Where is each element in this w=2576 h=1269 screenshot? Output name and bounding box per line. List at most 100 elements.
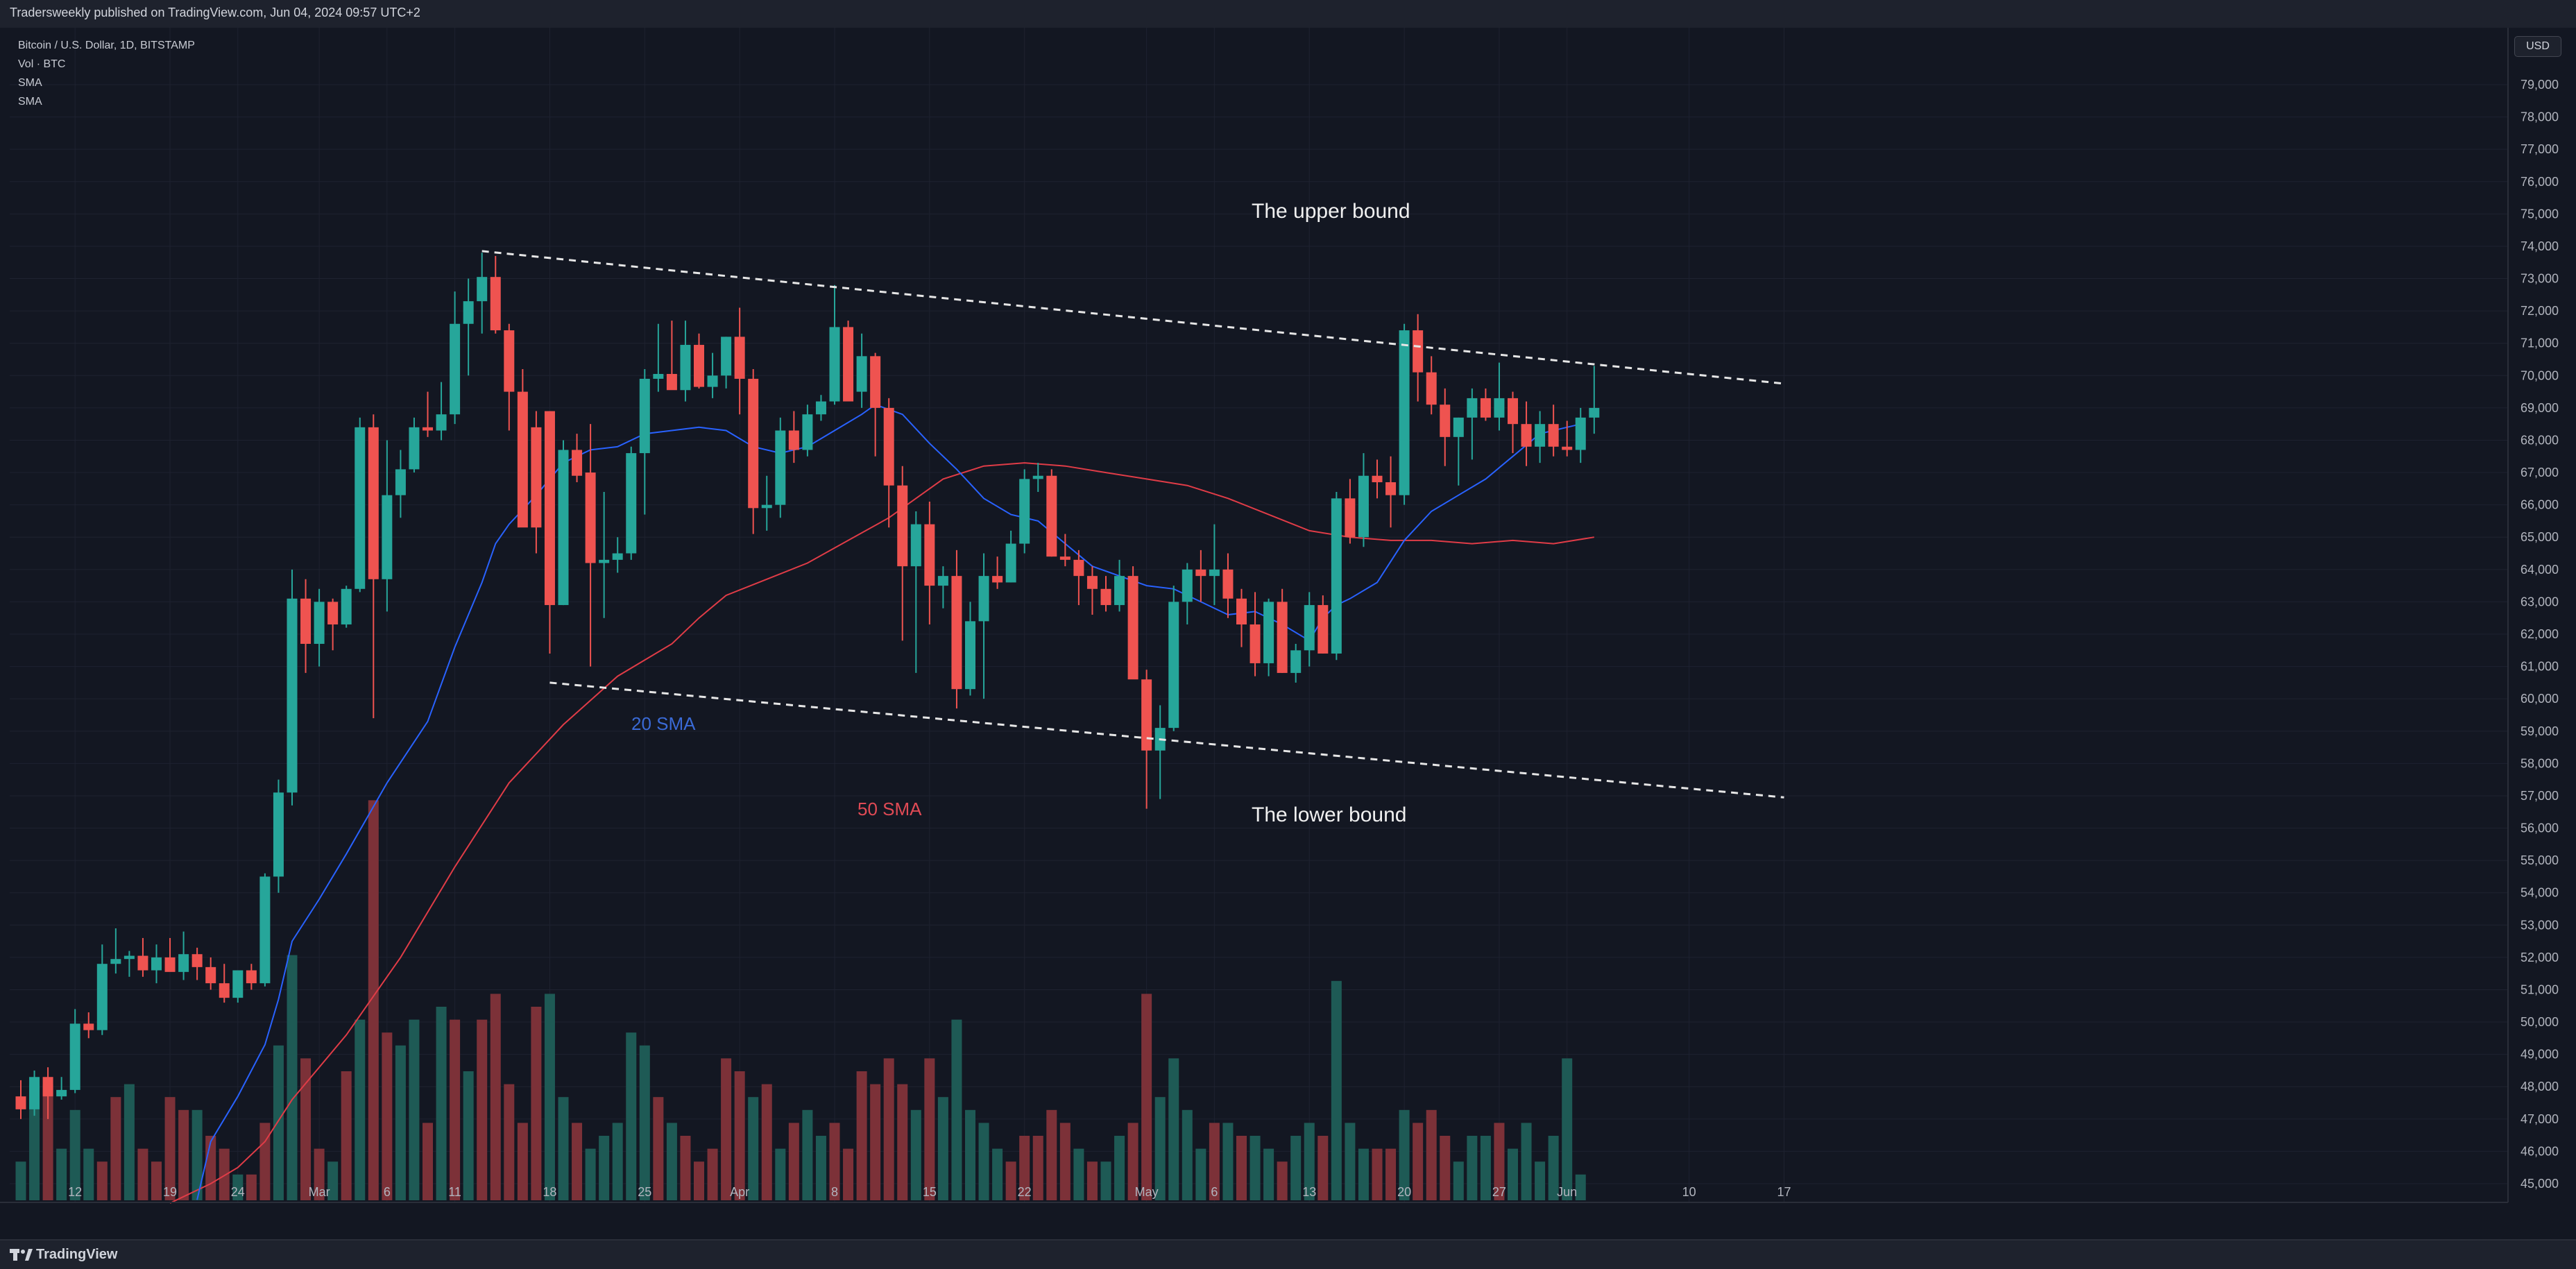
candle — [666, 321, 677, 391]
candle — [327, 598, 339, 651]
candle-body — [1168, 602, 1179, 729]
volume-bar — [1331, 980, 1342, 1200]
volume-bar — [504, 1084, 515, 1200]
candle — [1290, 643, 1302, 683]
time-axis-tick-label: Apr — [730, 1185, 749, 1199]
candle-body — [1127, 576, 1138, 680]
volume-bar — [1249, 1136, 1261, 1200]
currency-button[interactable]: USD — [2514, 36, 2561, 57]
candle — [734, 307, 745, 415]
candle — [56, 1077, 67, 1100]
publish-text: Tradersweekly published on TradingView.c… — [10, 6, 420, 19]
volume-bar — [1141, 994, 1152, 1200]
volume-bar — [1100, 1161, 1111, 1200]
legend-sma-2[interactable]: SMA — [18, 96, 42, 108]
candle-body — [626, 453, 637, 554]
candle — [314, 588, 325, 667]
volume-bar — [423, 1123, 433, 1200]
price-axis-tick-label: 68,000 — [2520, 433, 2559, 447]
candle — [1331, 492, 1342, 661]
volume-bar — [694, 1161, 704, 1200]
candle-body — [42, 1077, 53, 1097]
candle-body — [951, 576, 962, 690]
candle-body — [1562, 446, 1573, 450]
candle — [178, 931, 189, 980]
time-axis-tick-label: 19 — [163, 1185, 177, 1199]
volume-bar — [748, 1097, 759, 1200]
price-axis-tick-label: 79,000 — [2520, 78, 2559, 92]
price-chart[interactable]: The upper bound The lower bound 20 SMA 50 S… — [0, 28, 2576, 1239]
candle — [978, 553, 989, 699]
legend-symbol[interactable]: Bitcoin / U.S. Dollar, 1D, BITSTAMP — [18, 40, 195, 51]
candle-body — [56, 1089, 67, 1097]
candle-body — [15, 1096, 26, 1109]
candle-body — [259, 876, 271, 984]
legend-sma-1[interactable]: SMA — [18, 77, 42, 89]
candle-body — [815, 401, 826, 415]
volume-bar — [802, 1109, 813, 1200]
candle — [29, 1070, 40, 1116]
candle-body — [1508, 398, 1518, 425]
candle — [1548, 404, 1559, 457]
volume-series — [15, 800, 1586, 1200]
candle-body — [273, 792, 284, 877]
candle-body — [151, 957, 162, 971]
footer-bar: TradingView — [0, 1239, 2576, 1269]
candle-body — [1521, 424, 1532, 447]
volume-bar — [680, 1136, 691, 1200]
candle — [300, 579, 312, 673]
candle — [1467, 388, 1478, 460]
candle — [232, 970, 244, 1003]
candle-body — [1317, 605, 1329, 654]
candle — [1453, 417, 1464, 486]
candle-body — [1331, 498, 1342, 654]
volume-bar — [1508, 1148, 1518, 1200]
volume-bar — [1440, 1136, 1451, 1200]
candle-body — [1575, 417, 1586, 450]
volume-bar — [788, 1123, 799, 1200]
candle — [1236, 588, 1247, 647]
candle — [15, 1080, 26, 1119]
candle-body — [1494, 398, 1505, 418]
volume-bar — [232, 1174, 244, 1200]
sma50-label: 50 SMA — [858, 799, 922, 819]
candle — [341, 586, 352, 628]
candle-body — [1195, 569, 1206, 577]
candle-body — [1304, 605, 1315, 651]
volume-bar — [1209, 1123, 1220, 1200]
candle — [829, 284, 840, 405]
volume-bar — [639, 1045, 650, 1200]
volume-bar — [558, 1097, 569, 1200]
candle — [409, 417, 420, 473]
volume-bar — [1073, 1148, 1084, 1200]
candle — [639, 368, 650, 515]
time-axis-tick-label: 25 — [638, 1185, 651, 1199]
volume-bar — [1345, 1123, 1356, 1200]
volume-bar — [937, 1097, 948, 1200]
candle-body — [1440, 404, 1451, 437]
volume-bar — [382, 1032, 393, 1200]
candle-body — [965, 621, 975, 690]
candle-body — [1182, 569, 1193, 602]
volume-bar — [205, 1136, 216, 1200]
candle — [1182, 563, 1193, 625]
volume-bar — [96, 1161, 108, 1200]
upper-bound-label: The upper bound — [1252, 200, 1410, 223]
candle — [490, 255, 501, 334]
candle-body — [802, 414, 813, 450]
candle-body — [1372, 475, 1383, 483]
candle — [924, 501, 935, 625]
candle-body — [775, 430, 786, 505]
volume-bar — [395, 1045, 406, 1200]
price-axis-tick-label: 58,000 — [2520, 756, 2559, 770]
volume-bar — [924, 1058, 935, 1200]
legend-volume[interactable]: Vol · BTC — [18, 58, 66, 70]
lower-bound-line — [549, 681, 1784, 799]
candle — [775, 417, 786, 518]
candle-body — [843, 327, 854, 402]
candle — [1168, 586, 1179, 731]
volume-bar — [29, 1084, 40, 1200]
volume-bar — [151, 1161, 162, 1200]
candle — [856, 333, 867, 408]
price-axis-tick-label: 45,000 — [2520, 1177, 2559, 1191]
